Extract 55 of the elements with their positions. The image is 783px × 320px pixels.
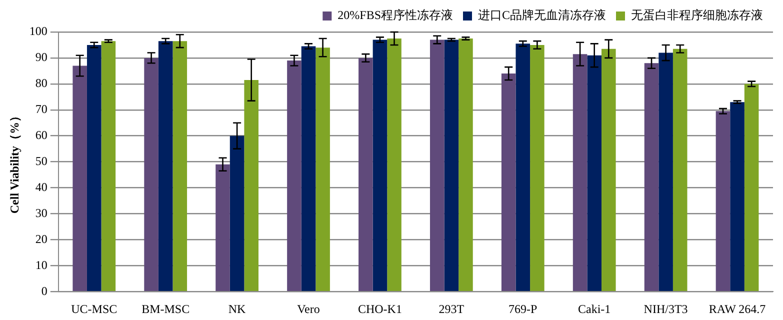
- legend-label: 无蛋白非程序细胞冻存液: [631, 8, 763, 22]
- bar: [458, 38, 473, 291]
- bar: [244, 80, 258, 291]
- bar: [572, 54, 588, 291]
- x-tick-label: NIH/3T3: [644, 302, 688, 316]
- bar: [72, 66, 87, 291]
- x-tick-label: Caki-1: [578, 302, 611, 316]
- legend-label: 20%FBS程序性冻存液: [338, 8, 454, 22]
- x-tick-label: BM-MSC: [142, 302, 190, 316]
- bar: [516, 44, 530, 291]
- x-tick-label: 293T: [438, 302, 465, 316]
- x-tick-label: Vero: [297, 302, 320, 316]
- y-axis-title: Cell Viability（%）: [7, 110, 22, 214]
- bar: [644, 63, 659, 291]
- bar: [672, 48, 688, 291]
- y-tick-label: 80: [35, 76, 48, 90]
- bar: [144, 58, 158, 291]
- x-tick-label: UC-MSC: [71, 302, 118, 316]
- x-tick-label: NK: [228, 302, 246, 316]
- y-tick-label: 70: [35, 102, 48, 116]
- x-tick-label: RAW 264.7: [708, 302, 766, 316]
- bar: [86, 44, 102, 291]
- y-tick-label: 20: [35, 232, 48, 246]
- bar: [444, 40, 459, 291]
- y-tick-label: 40: [35, 180, 48, 194]
- bar: [101, 41, 116, 291]
- bar: [216, 164, 230, 291]
- y-tick-label: 50: [35, 154, 48, 168]
- bar: [530, 44, 544, 291]
- bar: [387, 38, 402, 291]
- y-tick-label: 0: [41, 284, 48, 298]
- bar: [730, 102, 744, 291]
- bar: [301, 46, 316, 291]
- x-tick-label: 769-P: [508, 302, 538, 316]
- y-tick-label: 30: [35, 206, 48, 220]
- y-tick-label: 90: [35, 50, 48, 64]
- bar: [230, 136, 244, 291]
- y-tick-label: 60: [35, 128, 48, 142]
- bar: [658, 52, 673, 291]
- bar: [316, 48, 330, 291]
- bar: [287, 60, 302, 291]
- y-tick-label: 100: [29, 24, 48, 38]
- bar: [501, 74, 516, 291]
- bar: [744, 84, 759, 291]
- y-tick-label: 10: [35, 258, 48, 272]
- bar: [601, 48, 616, 291]
- bar: [430, 40, 444, 291]
- bar: [172, 41, 188, 291]
- bar: [716, 111, 730, 291]
- bar: [587, 55, 602, 291]
- bar: [372, 40, 388, 291]
- legend-label: 进口C品牌无血清冻存液: [478, 8, 606, 22]
- bar: [358, 58, 373, 291]
- x-tick-label: CHO-K1: [358, 302, 402, 316]
- bar: [158, 41, 173, 291]
